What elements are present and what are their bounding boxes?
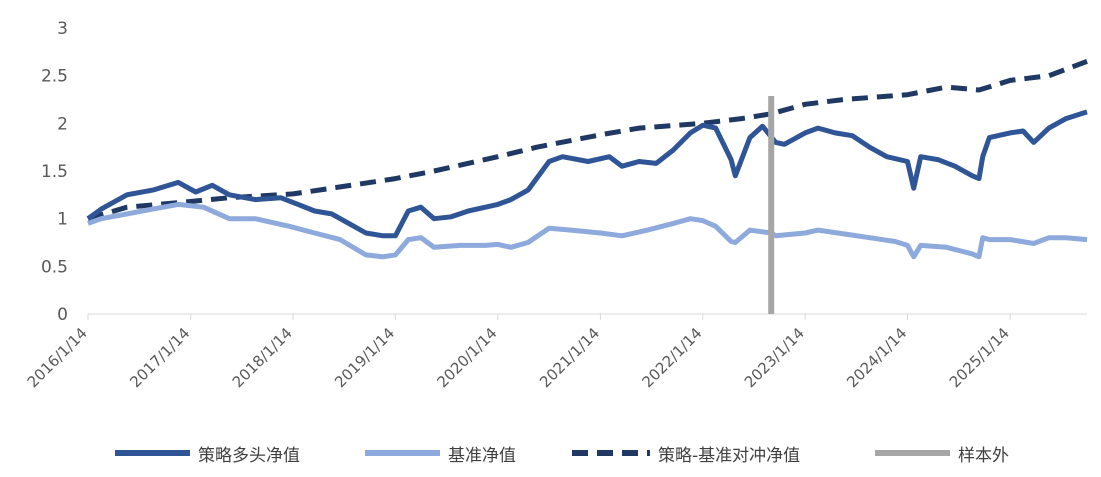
x-tick-label: 2025/1/14 (946, 324, 1013, 391)
y-tick-label: 0 (57, 305, 68, 325)
y-axis: 0 0.5 1 1.5 2 2.5 3 (41, 19, 68, 325)
legend-label-hedged: 策略-基准对冲净值 (658, 445, 801, 466)
y-tick-label: 1 (57, 210, 68, 230)
x-tick-label: 2020/1/14 (433, 324, 500, 391)
y-tick-label: 0.5 (41, 257, 68, 277)
y-tick-label: 3 (57, 19, 68, 39)
legend: 策略多头净值 基准净值 策略-基准对冲净值 样本外 (0, 438, 1101, 468)
legend-swatch-benchmark (365, 450, 440, 456)
legend-label-benchmark: 基准净值 (448, 445, 516, 466)
x-tick-label: 2016/1/14 (24, 324, 91, 391)
series-line-1 (87, 201, 1088, 260)
y-tick-label: 2 (57, 114, 68, 134)
y-tick-label: 2.5 (41, 67, 68, 87)
series-line-0 (86, 109, 1088, 239)
x-tick-label: 2022/1/14 (638, 324, 705, 391)
legend-item-out-of-sample: 样本外 (875, 438, 1009, 468)
legend-label-out-of-sample: 样本外 (958, 445, 1009, 466)
x-tick-label: 2018/1/14 (229, 324, 296, 391)
legend-swatch-strategy-long (115, 450, 190, 456)
plot-area (86, 59, 1088, 314)
line-chart: 0 0.5 1 1.5 2 2.5 3 2016/1/14 2017/1/14 2018/1/1… (24, 19, 1088, 391)
x-tick-label: 2021/1/14 (536, 324, 603, 391)
legend-item-strategy-long: 策略多头净值 (115, 438, 300, 468)
legend-label-strategy-long: 策略多头净值 (198, 445, 300, 466)
x-tick-label: 2023/1/14 (741, 324, 808, 391)
y-tick-label: 1.5 (41, 162, 68, 182)
x-tick-label: 2019/1/14 (331, 324, 398, 391)
legend-item-hedged: 策略-基准对冲净值 (572, 438, 800, 468)
x-tick-label: 2024/1/14 (843, 324, 910, 391)
series-line-2 (87, 59, 1088, 222)
legend-item-benchmark: 基准净值 (365, 438, 516, 468)
x-axis: 2016/1/14 2017/1/14 2018/1/14 2019/1/14 2020… (24, 313, 1087, 391)
legend-swatch-hedged (572, 450, 650, 456)
x-tick-label: 2017/1/14 (126, 324, 193, 391)
legend-swatch-out-of-sample (875, 450, 950, 456)
